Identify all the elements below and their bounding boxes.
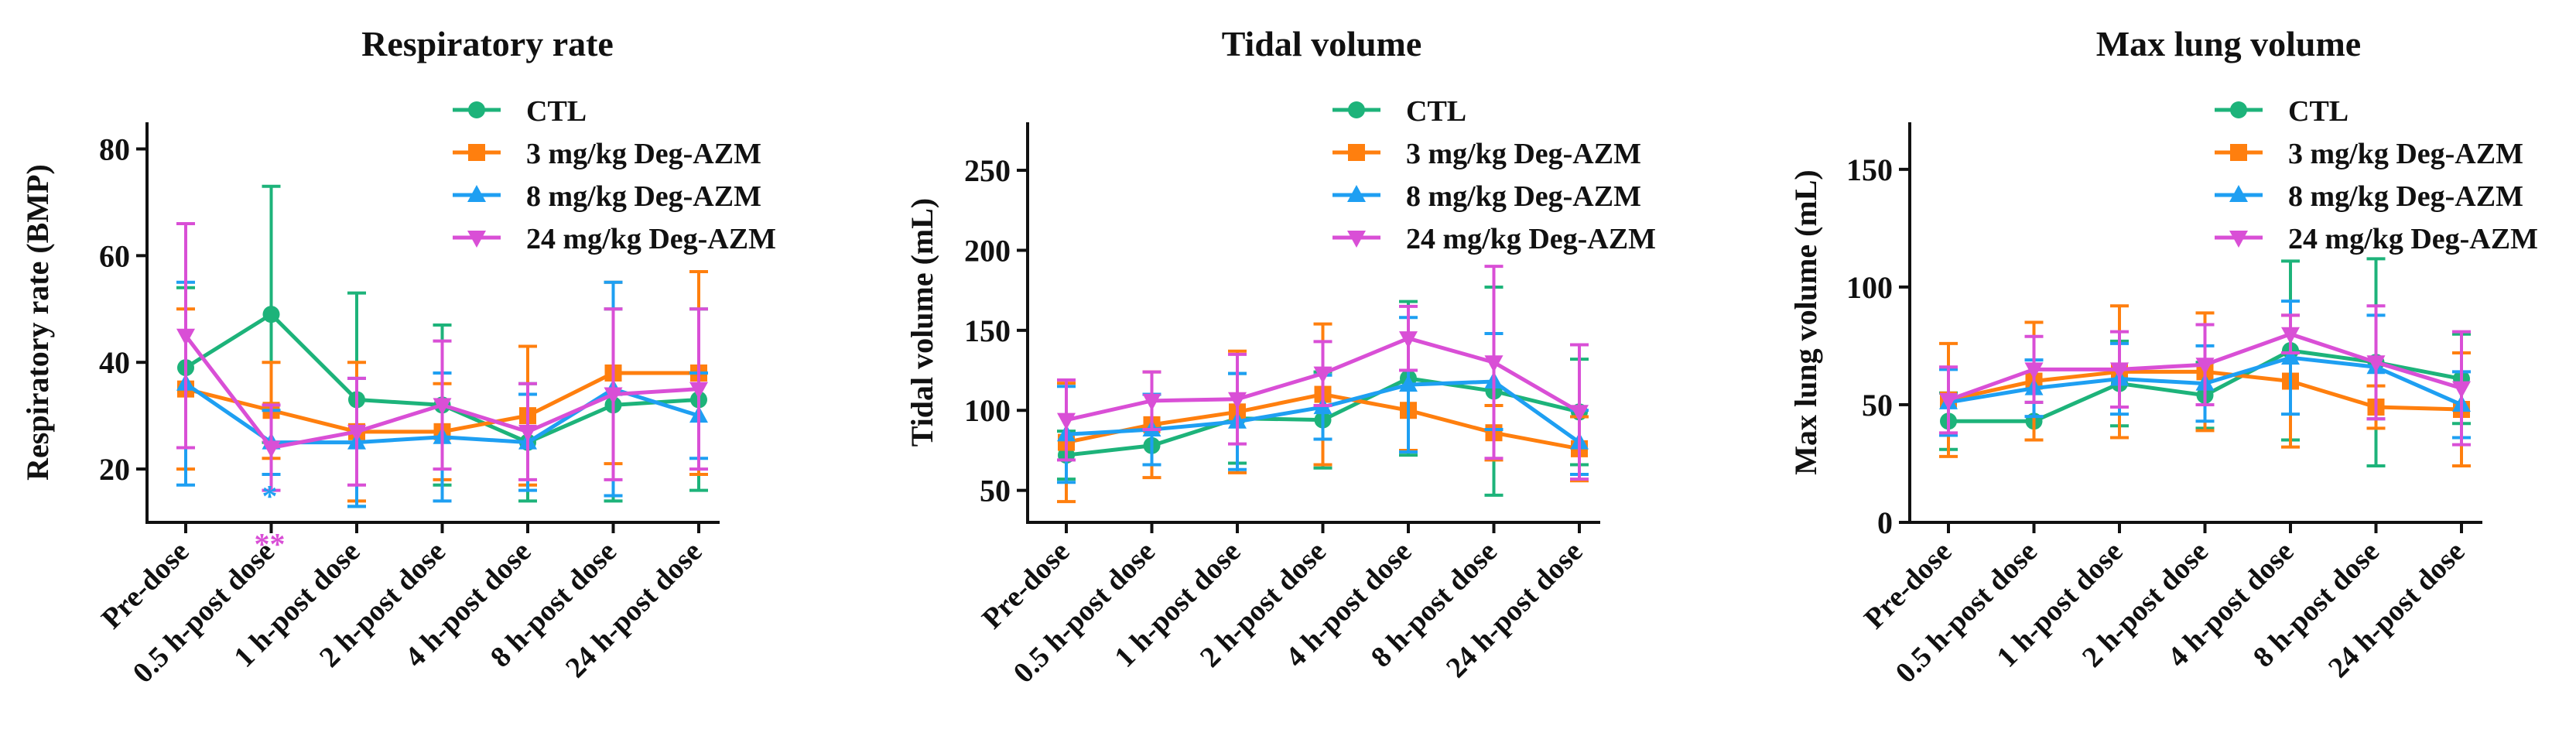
data-point xyxy=(433,398,452,416)
legend-marker xyxy=(468,144,485,161)
y-tick-label: 50 xyxy=(980,474,1011,508)
legend-marker xyxy=(1347,231,1366,248)
data-point xyxy=(1142,393,1161,411)
series-4 xyxy=(1057,265,1589,481)
y-tick-label: 0 xyxy=(1877,505,1893,540)
data-point xyxy=(1399,331,1418,349)
legend: CTL 3 mg/kg Deg-AZM 8 mg/kg Deg-AZM 24 mg/k… xyxy=(453,95,776,255)
legend-label: 8 mg/kg Deg-AZM xyxy=(2288,180,2523,213)
data-point xyxy=(1399,375,1418,392)
legend-label: 3 mg/kg Deg-AZM xyxy=(526,138,761,170)
legend-label: CTL xyxy=(526,95,587,128)
y-tick-label: 100 xyxy=(1846,270,1893,305)
data-point xyxy=(2452,381,2471,399)
legend-marker xyxy=(1348,101,1365,118)
chart-title: Max lung volume xyxy=(2096,24,2361,63)
data-point xyxy=(2110,362,2129,380)
data-point xyxy=(1484,355,1504,373)
y-tick-label: 250 xyxy=(964,153,1011,188)
data-point xyxy=(2281,327,2300,344)
legend-marker xyxy=(2229,185,2248,202)
data-point xyxy=(1057,412,1076,430)
legend-label: 8 mg/kg Deg-AZM xyxy=(1406,180,1641,213)
chart-title: Tidal volume xyxy=(1222,24,1422,63)
legend-label: 8 mg/kg Deg-AZM xyxy=(526,180,761,213)
data-point xyxy=(176,328,195,346)
significance-mark: * xyxy=(262,479,278,514)
data-point xyxy=(2281,347,2300,365)
legend-label: 3 mg/kg Deg-AZM xyxy=(2288,138,2523,170)
series-4 xyxy=(1939,304,2471,447)
y-tick-label: 100 xyxy=(964,393,1011,428)
legend-marker xyxy=(467,231,486,248)
data-point xyxy=(518,424,537,442)
legend-marker xyxy=(468,101,485,118)
legend-marker xyxy=(2229,231,2248,248)
data-point xyxy=(604,387,623,405)
data-point xyxy=(1228,392,1247,409)
data-point xyxy=(262,306,280,323)
y-tick-label: 20 xyxy=(99,452,130,487)
data-point xyxy=(1313,366,1332,384)
y-tick-label: 80 xyxy=(99,132,130,166)
y-axis-label: Tidal volume (mL) xyxy=(905,198,939,447)
legend-marker xyxy=(1348,144,1365,161)
y-tick-label: 50 xyxy=(1862,388,1893,423)
y-tick-label: 200 xyxy=(964,233,1011,268)
data-point xyxy=(2024,362,2044,380)
y-axis-label: Respiratory rate (BMP) xyxy=(20,164,55,481)
legend-marker xyxy=(2230,144,2247,161)
legend-label: 24 mg/kg Deg-AZM xyxy=(2288,223,2538,255)
legend-marker xyxy=(1347,185,1366,202)
data-point xyxy=(689,382,708,399)
y-tick-label: 40 xyxy=(99,345,130,380)
significance-mark: ** xyxy=(255,527,286,562)
chart-title: Respiratory rate xyxy=(361,24,614,63)
legend-marker xyxy=(467,185,486,202)
y-tick-label: 150 xyxy=(1846,152,1893,187)
legend-marker xyxy=(2230,101,2247,118)
legend: CTL 3 mg/kg Deg-AZM 8 mg/kg Deg-AZM 24 mg/k… xyxy=(2215,95,2538,255)
legend-label: 3 mg/kg Deg-AZM xyxy=(1406,138,1641,170)
legend: CTL 3 mg/kg Deg-AZM 8 mg/kg Deg-AZM 24 mg/k… xyxy=(1332,95,1656,255)
y-tick-label: 60 xyxy=(99,238,130,273)
y-axis-label: Max lung volume (mL) xyxy=(1788,169,1823,474)
data-point xyxy=(1570,405,1589,423)
legend-label: 24 mg/kg Deg-AZM xyxy=(1406,223,1656,255)
panel-1: Respiratory rate Respiratory rate (BMP) 20… xyxy=(20,24,776,690)
data-point xyxy=(2195,358,2215,375)
data-point xyxy=(347,424,366,442)
panel-3: Max lung volume Max lung volume (mL) 0 50 10… xyxy=(1788,24,2538,690)
data-point xyxy=(1939,392,1958,410)
data-point xyxy=(2366,355,2386,373)
panel-2: Tidal volume Tidal volume (mL) 50 100 150 200… xyxy=(905,24,1656,690)
y-tick-label: 150 xyxy=(964,313,1011,348)
series-4 xyxy=(176,221,708,492)
data-point xyxy=(262,440,281,458)
legend-label: CTL xyxy=(2288,95,2349,128)
legend-label: CTL xyxy=(1406,95,1466,128)
legend-label: 24 mg/kg Deg-AZM xyxy=(526,223,776,255)
